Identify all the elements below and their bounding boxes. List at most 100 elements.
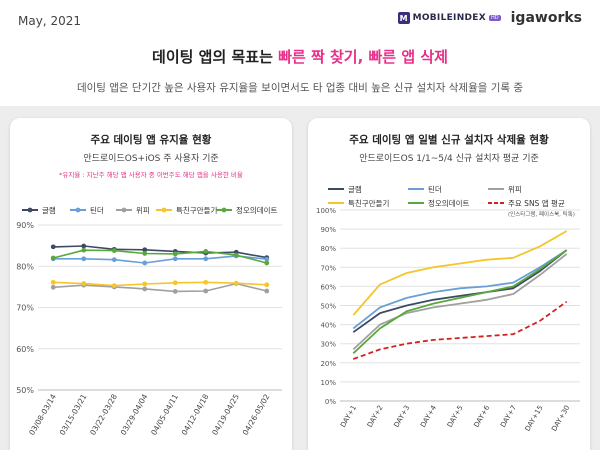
legend-marker	[121, 207, 127, 213]
series-4-point	[233, 280, 239, 286]
series-1-line	[352, 249, 568, 333]
headline: 데이팅 앱의 목표는 빠른 짝 찾기, 빠른 앱 삭제	[0, 46, 600, 67]
x-tick-label: DAY+1	[339, 404, 358, 429]
mobileindex-logo: M MOBILEINDEX HD	[397, 12, 501, 24]
y-tick-label: 10%	[320, 379, 336, 387]
series-5-point	[81, 247, 87, 253]
series-5-line	[352, 249, 568, 354]
series-3-line	[53, 282, 267, 293]
x-tick-label: DAY+7	[499, 404, 518, 429]
legend-label: 특친구만들기	[176, 205, 217, 215]
x-tick-label: 03/22-03/28	[88, 392, 119, 436]
series-4-line	[53, 281, 267, 287]
x-tick-label: DAY+6	[472, 404, 491, 429]
legend-label: 글램	[42, 205, 56, 215]
series-5-point	[142, 251, 148, 256]
legend-marker	[27, 207, 33, 213]
series-5-point	[203, 249, 209, 254]
y-tick-label: 60%	[16, 345, 34, 354]
x-tick-label: 03/08-03/14	[27, 392, 58, 436]
x-tick-label: DAY+30	[550, 404, 571, 433]
legend-label: 정오의데이트	[236, 205, 277, 215]
igaworks-logo: igaworks	[510, 10, 582, 26]
mobileindex-badge: HD	[489, 15, 501, 21]
report-date: May, 2021	[18, 14, 81, 28]
series-3-point	[172, 289, 178, 294]
series-2-point	[142, 260, 148, 266]
series-2-line	[352, 249, 568, 330]
series-3-line	[352, 253, 568, 351]
x-tick-label: 04/19-04/25	[210, 392, 241, 436]
legend-label: 글램	[348, 184, 362, 194]
series-2-point	[172, 256, 178, 262]
series-3-point	[264, 288, 270, 294]
series-4-point	[81, 281, 87, 286]
y-tick-label: 90%	[320, 226, 336, 234]
y-tick-label: 0%	[325, 398, 336, 406]
series-3-point	[50, 284, 56, 290]
y-tick-label: 50%	[16, 386, 34, 395]
legend-label: 틴더	[90, 205, 104, 215]
x-tick-label: DAY+5	[446, 404, 465, 429]
x-tick-label: DAY+2	[366, 404, 385, 429]
mobileindex-icon: M	[397, 12, 410, 24]
y-tick-label: 80%	[16, 262, 34, 271]
retention-chart-panel: 주요 데이팅 앱 유지율 현황 안드로이드OS+iOS 주 사용자 기준 *유지…	[10, 118, 292, 450]
x-tick-label: 04/26-05/02	[241, 392, 272, 436]
y-tick-label: 20%	[320, 360, 336, 368]
y-tick-label: 70%	[16, 304, 34, 313]
x-tick-label: 03/29-04/04	[119, 392, 150, 436]
series-6-line	[352, 300, 568, 360]
deletion-chart-title: 주요 데이팅 앱 일별 신규 설치자 삭제율 현황	[349, 134, 549, 146]
x-tick-label: DAY+4	[419, 404, 438, 429]
series-3-point	[142, 286, 148, 292]
series-5-line	[53, 249, 268, 264]
series-4-line	[352, 230, 568, 316]
series-4-point	[172, 280, 178, 286]
x-tick-label: 03/15-03/21	[58, 392, 89, 436]
series-1-point	[81, 243, 87, 249]
series-5-point	[233, 252, 239, 258]
y-tick-label: 70%	[320, 264, 336, 272]
series-5-point	[172, 251, 178, 257]
series-1-line	[53, 245, 267, 259]
y-tick-label: 90%	[16, 221, 34, 230]
retention-chart-note: *유지율 : 지난주 해당 앱 사용자 중 이번주도 해당 앱을 사용한 비율	[59, 171, 243, 179]
series-2-point	[203, 256, 209, 262]
series-4-point	[264, 282, 270, 288]
deletion-chart-subtitle: 안드로이드OS 1/1~5/4 신규 설치자 평균 기준	[359, 154, 539, 164]
legend-label: 주요 SNS 앱 평균	[508, 198, 565, 208]
series-5-point	[111, 248, 117, 253]
y-tick-label: 30%	[320, 341, 336, 349]
x-tick-label: 04/05-04/11	[149, 392, 180, 436]
legend-label: 위피	[136, 206, 150, 215]
y-tick-label: 80%	[320, 245, 336, 253]
x-tick-label: DAY+3	[392, 404, 411, 429]
series-4-point	[111, 283, 117, 289]
series-4-point	[203, 279, 209, 285]
legend-label: 틴더	[428, 184, 442, 194]
legend-label: 위피	[508, 185, 522, 194]
series-1-point	[142, 247, 148, 253]
series-1-point	[50, 244, 56, 250]
series-4-point	[50, 279, 56, 285]
legend-label: 정오의데이트	[428, 198, 469, 208]
subheadline: 데이팅 앱은 단기간 높은 사용자 유지율을 보이면서도 타 업종 대비 높은 …	[76, 82, 524, 94]
series-5-point	[264, 260, 270, 266]
deletion-chart-panel: 주요 데이팅 앱 일별 신규 설치자 삭제율 현황 안드로이드OS 1/1~5/…	[308, 118, 590, 450]
y-tick-label: 50%	[320, 303, 336, 311]
y-tick-label: 40%	[320, 322, 336, 330]
retention-chart-title: 주요 데이팅 앱 유지율 현황	[90, 134, 212, 146]
series-4-point	[142, 281, 148, 287]
x-tick-label: 04/12-04/18	[180, 392, 211, 436]
retention-chart-subtitle: 안드로이드OS+iOS 주 사용자 기준	[83, 154, 219, 164]
series-5-point	[50, 255, 56, 261]
headline-prefix: 데이팅 앱의 목표는	[152, 48, 279, 66]
legend-marker	[161, 207, 167, 213]
legend-marker	[75, 207, 81, 213]
legend-label: 특친구만들기	[348, 198, 389, 208]
brand-area: M MOBILEINDEX HD igaworks	[397, 10, 582, 26]
x-tick-label: DAY+15	[524, 404, 545, 433]
series-2-point	[111, 257, 117, 263]
